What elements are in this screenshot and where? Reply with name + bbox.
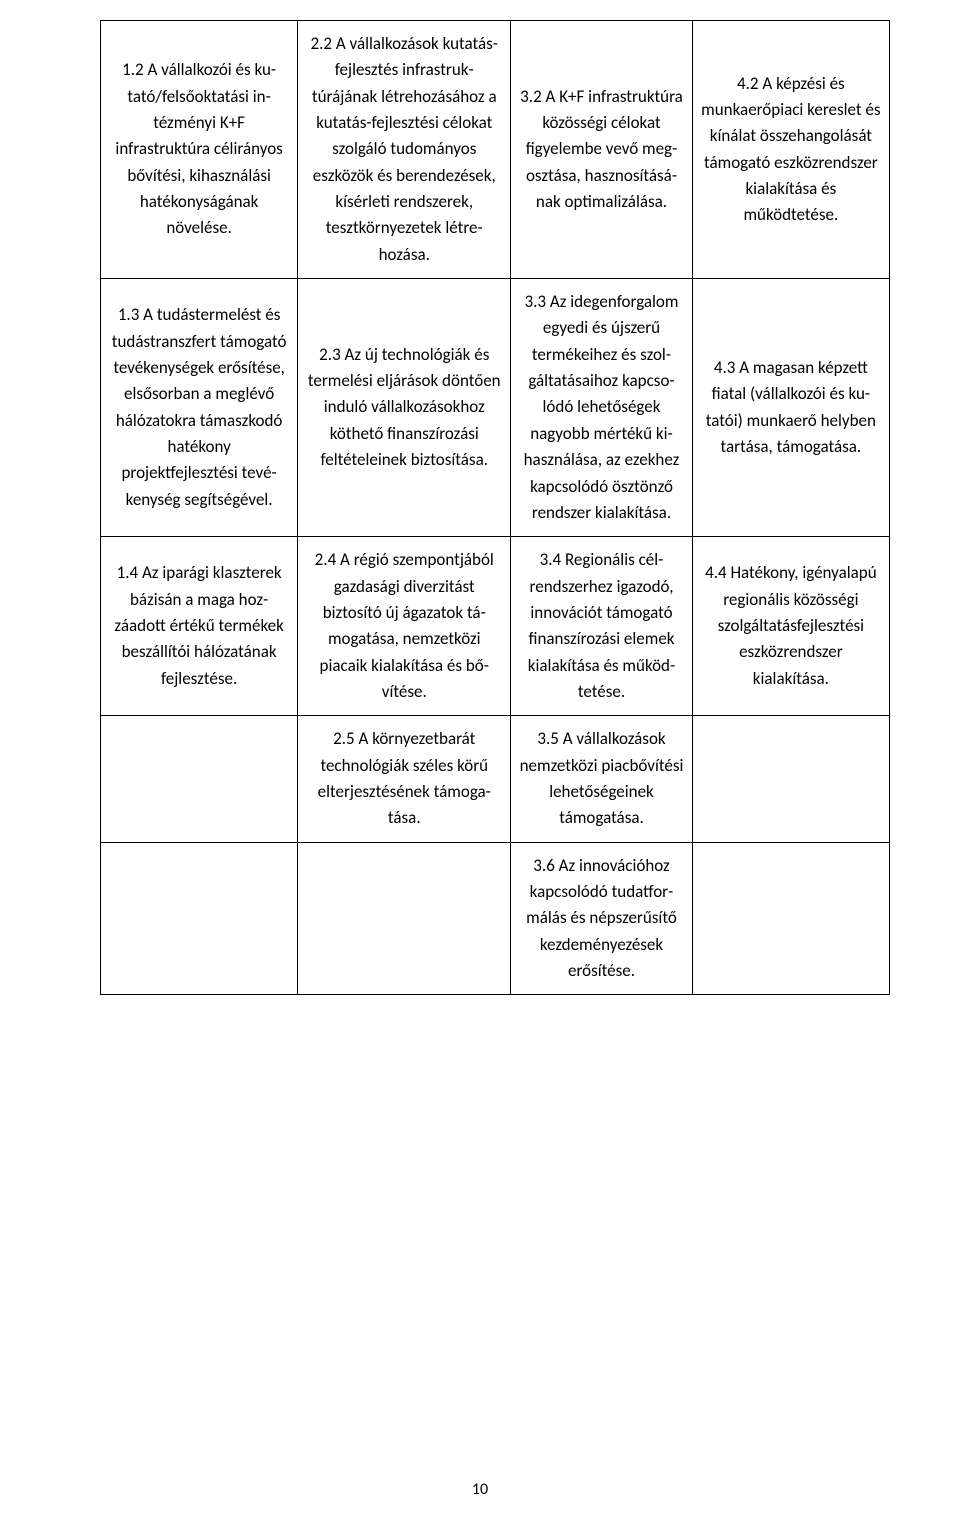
table-row: 1.2 A vállalkozói és ku­tató/felsőoktatá… — [101, 21, 890, 279]
cell-4-3: 3.5 A vállalkozások nemzetközi piacbőví­… — [511, 716, 692, 842]
objectives-table: 1.2 A vállalkozói és ku­tató/felsőoktatá… — [100, 20, 890, 995]
table-row: 1.3 A tudástermelést és tudástranszfert … — [101, 279, 890, 537]
cell-1-2: 2.2 A vállalkozások kuta­tás-fejlesztés … — [298, 21, 511, 279]
cell-4-4 — [692, 716, 889, 842]
cell-3-2: 2.4 A régió szempontjá­ból gazdasági div… — [298, 537, 511, 716]
cell-2-4: 4.3 A magasan képzett fiatal (vállalkozó… — [692, 279, 889, 537]
cell-2-2: 2.3 Az új technológiák és termelési eljá… — [298, 279, 511, 537]
cell-5-4 — [692, 842, 889, 995]
cell-4-2: 2.5 A környezetbarát technológiák széles… — [298, 716, 511, 842]
cell-3-4: 4.4 Hatékony, igény­alapú regionális köz… — [692, 537, 889, 716]
cell-3-1: 1.4 Az iparági klaszte­rek bázisán a mag… — [101, 537, 298, 716]
cell-5-3: 3.6 Az innovációhoz kapcsolódó tudatfor­… — [511, 842, 692, 995]
cell-1-1: 1.2 A vállalkozói és ku­tató/felsőoktatá… — [101, 21, 298, 279]
cell-3-3: 3.4 Regionális cél­rendszerhez igazodó, … — [511, 537, 692, 716]
cell-1-4: 4.2 A képzési és munkaerőpiaci kereslet … — [692, 21, 889, 279]
page-number: 10 — [0, 1480, 960, 1499]
cell-2-1: 1.3 A tudástermelést és tudástranszfert … — [101, 279, 298, 537]
cell-5-2 — [298, 842, 511, 995]
page-container: 1.2 A vállalkozói és ku­tató/felsőoktatá… — [0, 0, 960, 1517]
table-row: 3.6 Az innovációhoz kapcsolódó tudatfor­… — [101, 842, 890, 995]
table-body: 1.2 A vállalkozói és ku­tató/felsőoktatá… — [101, 21, 890, 995]
cell-4-1 — [101, 716, 298, 842]
cell-5-1 — [101, 842, 298, 995]
cell-2-3: 3.3 Az idegenforga­lom egyedi és újszerű… — [511, 279, 692, 537]
cell-1-3: 3.2 A K+F infrastruk­túra közösségi célo… — [511, 21, 692, 279]
table-row: 2.5 A környezetbarát technológiák széles… — [101, 716, 890, 842]
table-row: 1.4 Az iparági klaszte­rek bázisán a mag… — [101, 537, 890, 716]
